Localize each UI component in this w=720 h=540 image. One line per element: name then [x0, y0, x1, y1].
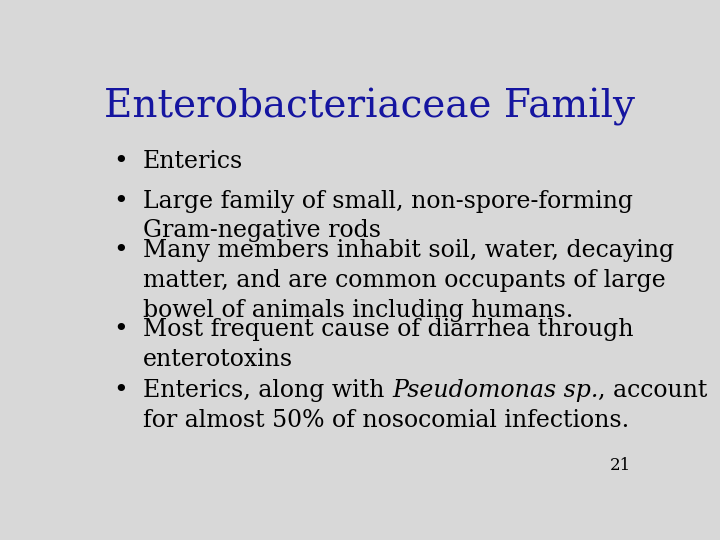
Text: for almost 50% of nosocomial infections.: for almost 50% of nosocomial infections. — [143, 409, 629, 431]
Text: Enterobacteriaceae Family: Enterobacteriaceae Family — [104, 87, 634, 126]
Text: Many members inhabit soil, water, decaying
matter, and are common occupants of l: Many members inhabit soil, water, decayi… — [143, 239, 674, 322]
Text: Enterics, along with: Enterics, along with — [143, 379, 392, 402]
Text: 21: 21 — [610, 457, 631, 474]
Text: Most frequent cause of diarrhea through
enterotoxins: Most frequent cause of diarrhea through … — [143, 319, 634, 372]
Text: •: • — [113, 190, 128, 213]
Text: , account: , account — [598, 379, 708, 402]
Text: Enterics: Enterics — [143, 150, 243, 173]
Text: Pseudomonas sp.: Pseudomonas sp. — [392, 379, 598, 402]
Text: Large family of small, non-spore-forming
Gram-negative rods: Large family of small, non-spore-forming… — [143, 190, 633, 242]
Text: •: • — [113, 150, 128, 173]
Text: •: • — [113, 239, 128, 262]
Text: •: • — [113, 379, 128, 402]
Text: •: • — [113, 319, 128, 341]
